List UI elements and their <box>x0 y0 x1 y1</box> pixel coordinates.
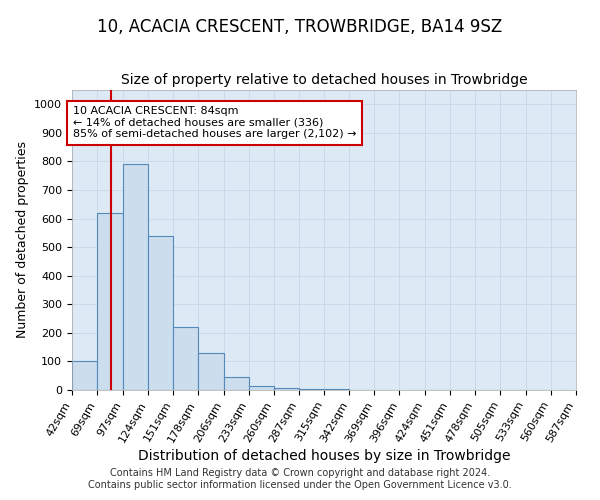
Bar <box>173 327 198 390</box>
Bar <box>148 236 173 390</box>
Bar <box>274 388 299 390</box>
Bar <box>97 213 123 390</box>
Bar <box>198 353 224 390</box>
Bar <box>123 164 148 390</box>
Bar <box>72 362 97 390</box>
X-axis label: Distribution of detached houses by size in Trowbridge: Distribution of detached houses by size … <box>138 450 510 464</box>
Y-axis label: Number of detached properties: Number of detached properties <box>16 142 29 338</box>
Text: Contains HM Land Registry data © Crown copyright and database right 2024.
Contai: Contains HM Land Registry data © Crown c… <box>88 468 512 490</box>
Bar <box>248 386 274 390</box>
Title: Size of property relative to detached houses in Trowbridge: Size of property relative to detached ho… <box>121 74 527 88</box>
Text: 10, ACACIA CRESCENT, TROWBRIDGE, BA14 9SZ: 10, ACACIA CRESCENT, TROWBRIDGE, BA14 9S… <box>97 18 503 36</box>
Bar <box>224 377 248 390</box>
Text: 10 ACACIA CRESCENT: 84sqm
← 14% of detached houses are smaller (336)
85% of semi: 10 ACACIA CRESCENT: 84sqm ← 14% of detac… <box>73 106 356 140</box>
Bar <box>299 389 325 390</box>
